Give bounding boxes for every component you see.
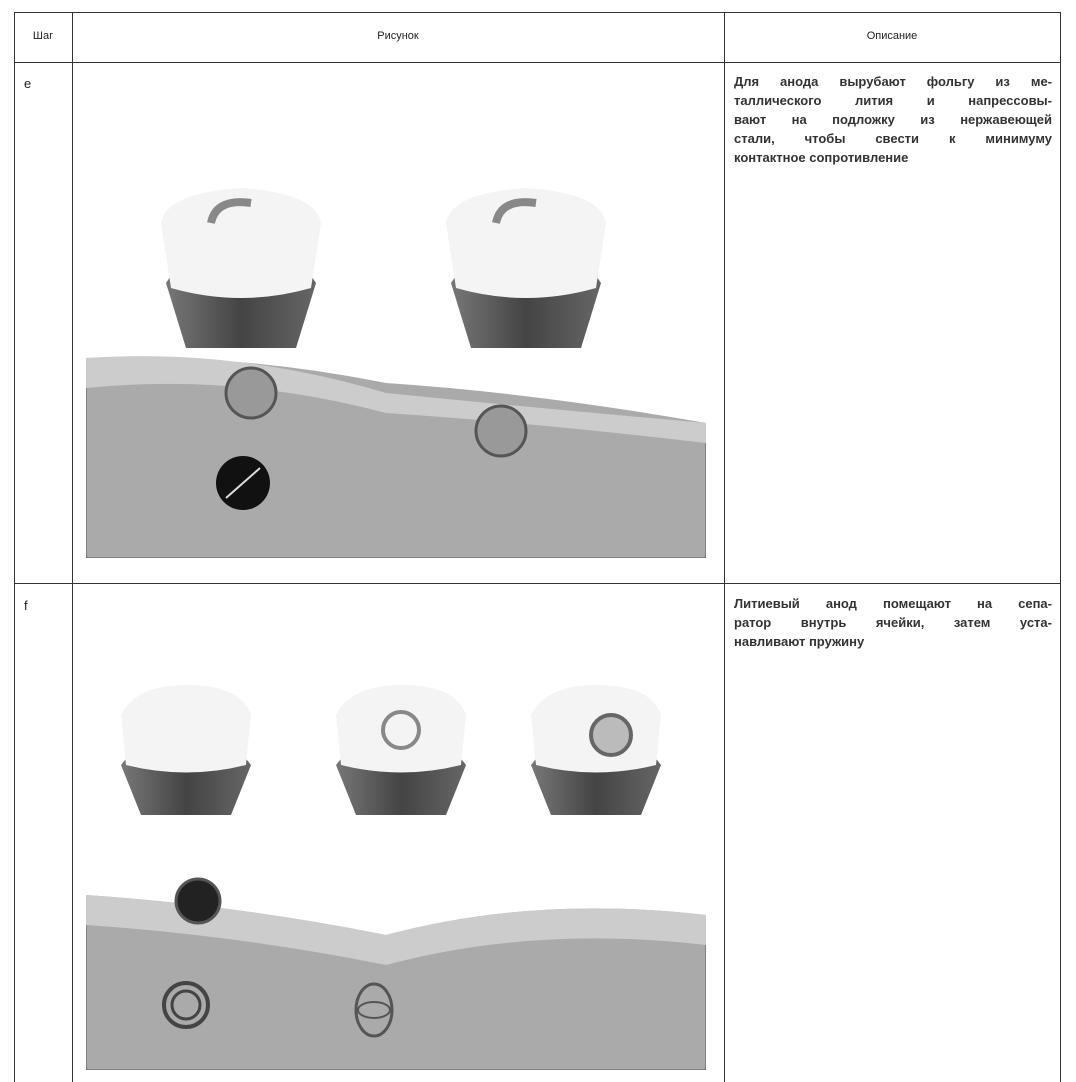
- step-label: f: [24, 598, 28, 613]
- header-figure: Рисунок: [377, 30, 419, 42]
- header-step: Шаг: [32, 30, 54, 42]
- header-description: Описание: [866, 30, 918, 42]
- photo: [86, 605, 706, 1070]
- table-border: [14, 12, 1060, 13]
- description-line: навливают пружину: [734, 634, 865, 649]
- description: Литиевый анод помещают на сепа-ратор вну…: [734, 594, 1052, 651]
- description-line: Литиевый анод помещают на сепа-: [734, 596, 1052, 611]
- table-border: [14, 583, 1060, 584]
- table-border: [724, 12, 725, 1082]
- description-line: Для анода вырубают фольгу из ме-: [734, 74, 1052, 89]
- photo: [86, 93, 706, 558]
- description-line: вают на подложку из нержавеющей: [734, 112, 1052, 127]
- table-border: [14, 62, 1060, 63]
- description: Для анода вырубают фольгу из ме-талличес…: [734, 72, 1052, 167]
- table-border: [14, 12, 15, 1082]
- description-line: таллического лития и напрессовы-: [734, 93, 1052, 108]
- table-border: [72, 12, 73, 1082]
- table-border: [1060, 12, 1061, 1082]
- description-line: стали, чтобы свести к минимуму: [734, 131, 1052, 146]
- description-line: контактное сопротивление: [734, 150, 909, 165]
- description-line: ратор внутрь ячейки, затем уста-: [734, 615, 1052, 630]
- step-label: e: [24, 76, 32, 91]
